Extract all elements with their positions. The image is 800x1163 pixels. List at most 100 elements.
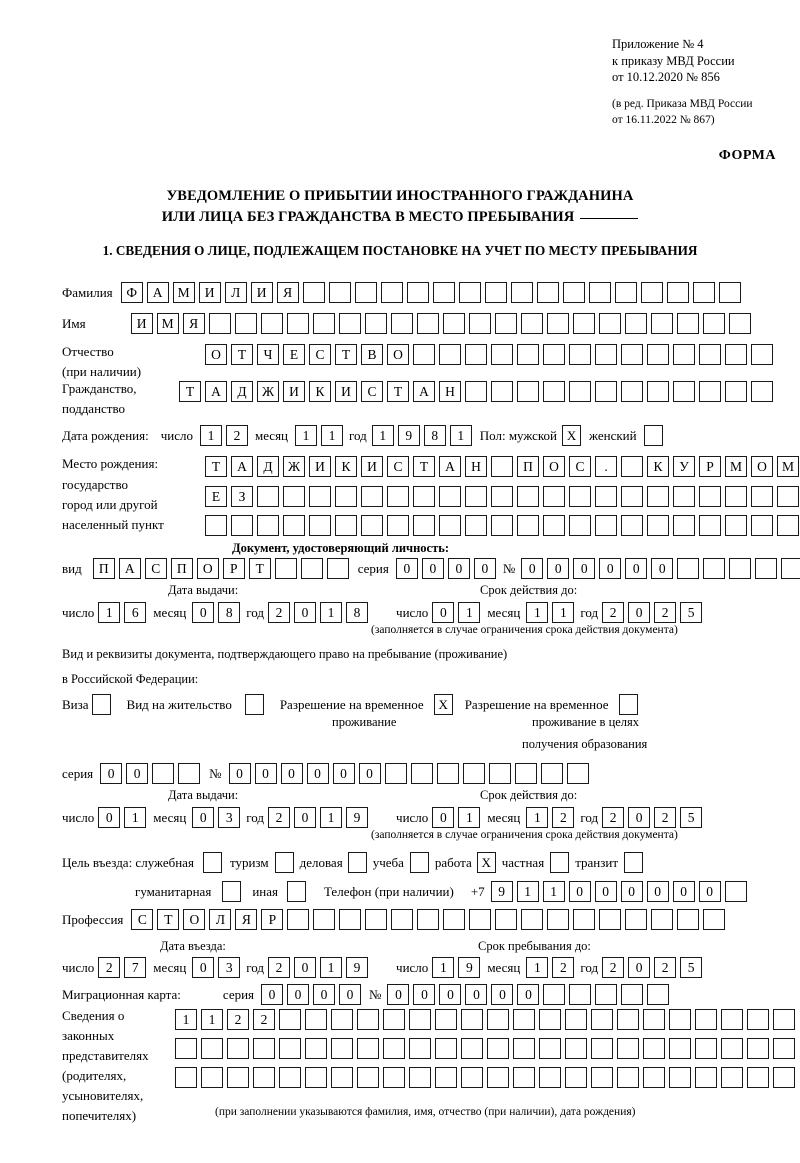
char-box[interactable] xyxy=(621,456,643,477)
char-box[interactable] xyxy=(439,486,461,507)
char-box[interactable] xyxy=(435,1067,457,1088)
char-box[interactable] xyxy=(309,486,331,507)
char-box[interactable]: 2 xyxy=(268,602,291,623)
char-box[interactable]: М xyxy=(156,313,179,334)
char-box[interactable]: 1 xyxy=(320,957,343,978)
char-box[interactable] xyxy=(591,1038,613,1059)
char-box[interactable]: 0 xyxy=(517,984,540,1005)
char-box[interactable] xyxy=(331,1067,353,1088)
temp-edu-checkbox[interactable] xyxy=(618,694,638,715)
char-box[interactable] xyxy=(201,1038,223,1059)
char-box[interactable]: 0 xyxy=(192,602,215,623)
char-box[interactable]: М xyxy=(172,282,195,303)
char-box[interactable] xyxy=(539,1067,561,1088)
char-box[interactable]: И xyxy=(309,456,331,477)
char-box[interactable]: 0 xyxy=(620,881,643,902)
char-box[interactable]: 0 xyxy=(625,558,648,579)
char-box[interactable]: 0 xyxy=(294,602,317,623)
char-box[interactable] xyxy=(647,515,669,536)
char-box[interactable]: 2 xyxy=(225,425,248,446)
char-box[interactable] xyxy=(721,1038,743,1059)
char-box[interactable] xyxy=(669,1038,691,1059)
char-box[interactable]: 0 xyxy=(599,558,622,579)
char-box[interactable] xyxy=(487,1067,509,1088)
char-box[interactable] xyxy=(621,344,643,365)
char-box[interactable] xyxy=(617,1067,639,1088)
char-box[interactable] xyxy=(335,486,357,507)
char-box[interactable]: 0 xyxy=(306,763,329,784)
char-box[interactable] xyxy=(495,909,518,930)
char-box[interactable] xyxy=(699,515,721,536)
char-box[interactable] xyxy=(443,909,466,930)
char-box[interactable] xyxy=(491,486,513,507)
char-box[interactable] xyxy=(309,515,331,536)
char-box[interactable] xyxy=(305,1038,327,1059)
char-box[interactable]: И xyxy=(130,313,153,334)
char-box[interactable]: 0 xyxy=(628,957,651,978)
char-box[interactable]: 1 xyxy=(320,602,343,623)
char-box[interactable]: 2 xyxy=(602,957,625,978)
char-box[interactable] xyxy=(699,486,721,507)
char-box[interactable] xyxy=(287,909,310,930)
char-box[interactable] xyxy=(274,558,297,579)
char-box[interactable] xyxy=(747,1067,769,1088)
char-box[interactable]: З xyxy=(231,486,253,507)
char-box[interactable]: 0 xyxy=(672,881,695,902)
char-box[interactable] xyxy=(643,1067,665,1088)
char-box[interactable]: 1 xyxy=(371,425,394,446)
char-box[interactable] xyxy=(413,515,435,536)
char-box[interactable] xyxy=(647,381,669,402)
char-box[interactable] xyxy=(462,763,485,784)
char-box[interactable] xyxy=(339,909,362,930)
char-box[interactable]: С xyxy=(131,909,154,930)
char-box[interactable]: 0 xyxy=(287,984,310,1005)
char-box[interactable] xyxy=(465,381,487,402)
char-box[interactable] xyxy=(565,1067,587,1088)
char-box[interactable]: А xyxy=(205,381,227,402)
char-box[interactable] xyxy=(546,313,569,334)
char-box[interactable] xyxy=(569,984,592,1005)
char-box[interactable] xyxy=(513,1067,535,1088)
char-box[interactable] xyxy=(647,984,670,1005)
char-box[interactable]: 0 xyxy=(573,558,596,579)
char-box[interactable]: 0 xyxy=(192,807,215,828)
char-box[interactable]: П xyxy=(92,558,115,579)
char-box[interactable] xyxy=(640,282,663,303)
char-box[interactable] xyxy=(595,486,617,507)
char-box[interactable]: 1 xyxy=(458,807,481,828)
char-box[interactable]: 1 xyxy=(98,602,121,623)
char-box[interactable] xyxy=(521,909,544,930)
char-box[interactable]: 1 xyxy=(526,807,549,828)
char-box[interactable]: И xyxy=(198,282,221,303)
visa-checkbox[interactable] xyxy=(91,694,111,715)
char-box[interactable]: Т xyxy=(387,381,409,402)
char-box[interactable]: 3 xyxy=(218,957,241,978)
char-box[interactable] xyxy=(514,763,537,784)
char-box[interactable]: 0 xyxy=(395,558,418,579)
char-box[interactable] xyxy=(617,1038,639,1059)
char-box[interactable]: 0 xyxy=(432,807,455,828)
char-box[interactable] xyxy=(781,558,800,579)
sex-female-checkbox[interactable] xyxy=(643,425,663,446)
char-box[interactable]: 0 xyxy=(439,984,462,1005)
char-box[interactable]: А xyxy=(413,381,435,402)
char-box[interactable] xyxy=(777,515,799,536)
char-box[interactable] xyxy=(416,313,439,334)
char-box[interactable] xyxy=(305,1067,327,1088)
char-box[interactable] xyxy=(773,1067,795,1088)
residence-permit-checkbox[interactable] xyxy=(244,694,264,715)
char-box[interactable]: Т xyxy=(248,558,271,579)
char-box[interactable]: 0 xyxy=(280,763,303,784)
char-box[interactable] xyxy=(669,1009,691,1030)
char-box[interactable] xyxy=(354,282,377,303)
char-box[interactable]: 0 xyxy=(646,881,669,902)
char-box[interactable]: Т xyxy=(179,381,201,402)
char-box[interactable] xyxy=(695,1038,717,1059)
char-box[interactable] xyxy=(432,282,455,303)
char-box[interactable] xyxy=(383,1038,405,1059)
char-box[interactable]: И xyxy=(250,282,273,303)
char-box[interactable]: Д xyxy=(231,381,253,402)
char-box[interactable] xyxy=(361,486,383,507)
char-box[interactable]: 0 xyxy=(98,807,121,828)
char-box[interactable] xyxy=(227,1067,249,1088)
